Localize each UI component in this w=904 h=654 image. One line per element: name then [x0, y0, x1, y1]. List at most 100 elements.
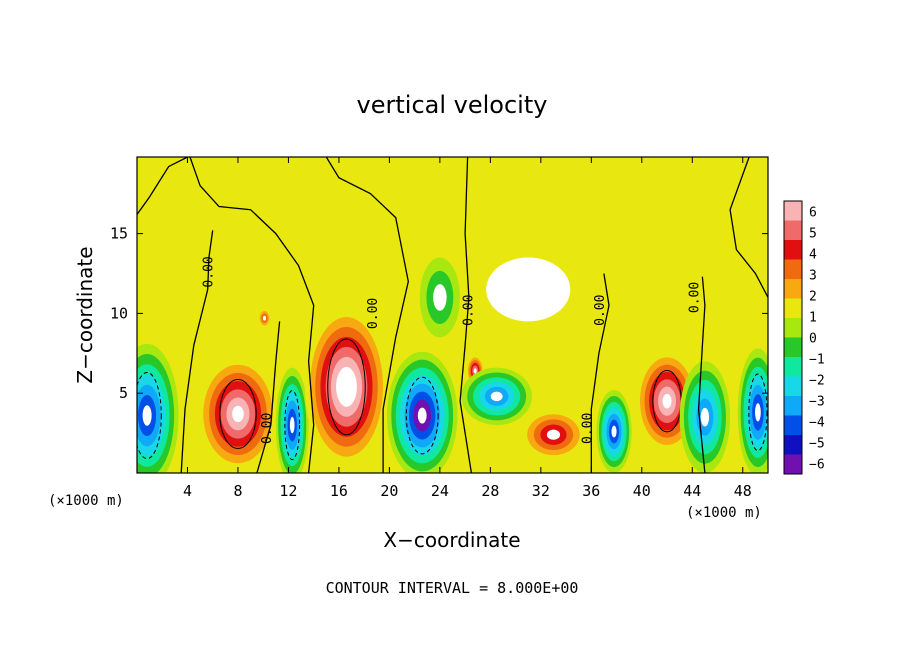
x-tick-label: 44: [683, 482, 701, 500]
zero-contour-line: [697, 276, 706, 473]
contour-label: 0.00: [260, 413, 275, 444]
contour-label: 0.00: [593, 295, 608, 326]
contour-label: 0.00: [202, 256, 217, 287]
colorbar-swatch: [784, 279, 802, 299]
colorbar-label: −4: [809, 416, 825, 431]
inner-contour-line: [327, 338, 366, 436]
x-tick-label: 36: [582, 482, 600, 500]
colorbar-label: −1: [809, 353, 825, 368]
plot-area: 0.00 0.00 0.00 0.00 0.00 0.00 0.00: [136, 156, 769, 474]
x-tick-label: 32: [532, 482, 550, 500]
x-unit-label-right: (×1000 m): [686, 505, 762, 521]
colorbar-label: 3: [809, 269, 817, 284]
zero-contour-line: [180, 230, 214, 473]
contour-label: 0.00: [688, 282, 703, 313]
colorbar-swatch: [784, 396, 802, 416]
y-axis-label: Z−coordinate: [73, 246, 97, 383]
velocity-cell: [635, 350, 699, 453]
y-axis-ticks: 5 10 15: [110, 225, 768, 402]
inner-contour-line: [219, 378, 257, 449]
colorbar-label: 5: [809, 227, 817, 242]
y-tick-label: 15: [110, 225, 128, 243]
velocity-cell: [258, 308, 271, 328]
colorbar-label: −5: [809, 437, 825, 452]
colorbar-label: −3: [809, 395, 825, 410]
contour-band: [490, 391, 503, 402]
x-tick-label: 8: [233, 482, 242, 500]
colorbar-swatch: [784, 376, 802, 396]
zero-contour-line: [459, 157, 473, 473]
velocity-cell: [137, 343, 179, 473]
zero-contour-line: [325, 157, 409, 473]
contour-band: [473, 368, 477, 374]
velocity-cell: [419, 257, 461, 338]
contour-band: [262, 315, 267, 321]
velocity-cell: [596, 390, 632, 473]
colorbar-swatch: [784, 415, 802, 435]
contour-band: [546, 429, 561, 440]
chart-title: vertical velocity: [357, 91, 548, 119]
inner-contour-line: [748, 373, 768, 452]
contour-band: [611, 425, 617, 438]
colorbar-swatch: [784, 337, 802, 357]
colorbar-swatch: [784, 357, 802, 377]
contour-band: [662, 393, 672, 409]
colorbar-label: 4: [809, 248, 817, 263]
colorbar-swatch: [784, 259, 802, 279]
velocity-cell: [386, 351, 458, 473]
colorbar-swatch: [784, 435, 802, 455]
colorbar-swatch: [784, 318, 802, 338]
contour-band: [289, 416, 295, 434]
zero-contour-line: [137, 157, 188, 215]
velocity-cell: [465, 241, 592, 338]
y-tick-label: 10: [110, 304, 128, 322]
x-unit-label-left: (×1000 m): [48, 493, 124, 509]
x-tick-label: 12: [279, 482, 297, 500]
contour-band: [142, 405, 152, 426]
velocity-cell: [304, 307, 389, 467]
zero-contour-line: [189, 157, 315, 473]
contour-band: [341, 376, 352, 397]
contour-band: [507, 273, 550, 306]
velocity-cell: [461, 367, 533, 426]
x-tick-label: 16: [330, 482, 348, 500]
zero-contour-line: [256, 321, 281, 473]
contour-band: [433, 284, 447, 311]
colorbar-label: 6: [809, 206, 817, 221]
colorbar-label: 1: [809, 311, 817, 326]
colorbar-label: 0: [809, 332, 817, 347]
x-tick-label: 28: [481, 482, 499, 500]
contour-band: [232, 405, 244, 423]
colorbar-label: 2: [809, 290, 817, 305]
colorbar-label: −2: [809, 374, 825, 389]
velocity-cell: [275, 367, 309, 473]
zero-contour-line: [590, 273, 610, 473]
plot-frame: [136, 156, 769, 474]
contour-band: [417, 407, 427, 424]
x-axis-label: X−coordinate: [383, 528, 520, 552]
contour-label: 0.00: [580, 413, 595, 444]
contour-interval-text: CONTOUR INTERVAL = 8.000E+00: [326, 579, 579, 597]
x-tick-label: 48: [734, 482, 752, 500]
velocity-cell: [197, 356, 279, 472]
x-tick-label: 24: [431, 482, 449, 500]
velocity-cell: [679, 361, 731, 473]
colorbar-swatch: [784, 454, 802, 474]
inner-contour-line: [137, 371, 162, 460]
colorbar: 6 5 4 3 2 1 0 −1 −2 −3 −4 −5 −6: [783, 200, 825, 475]
colorbar-label: −6: [809, 458, 825, 473]
colorbar-swatch: [784, 220, 802, 240]
velocity-cell: [737, 348, 768, 473]
x-tick-label: 20: [380, 482, 398, 500]
colorbar-swatch: [784, 240, 802, 260]
y-tick-label: 5: [119, 384, 128, 402]
inner-contour-line: [405, 376, 439, 455]
contour-band: [755, 403, 761, 422]
contour-label: 0.00: [462, 295, 477, 326]
colorbar-frame: [783, 200, 803, 475]
inner-contour-line: [284, 390, 301, 461]
contour-label: 0.00: [366, 298, 381, 329]
zero-contour-line: [729, 157, 768, 298]
x-axis-ticks: 4 8 12 16 20 24 28 32 36 40 44 48: [183, 157, 752, 500]
